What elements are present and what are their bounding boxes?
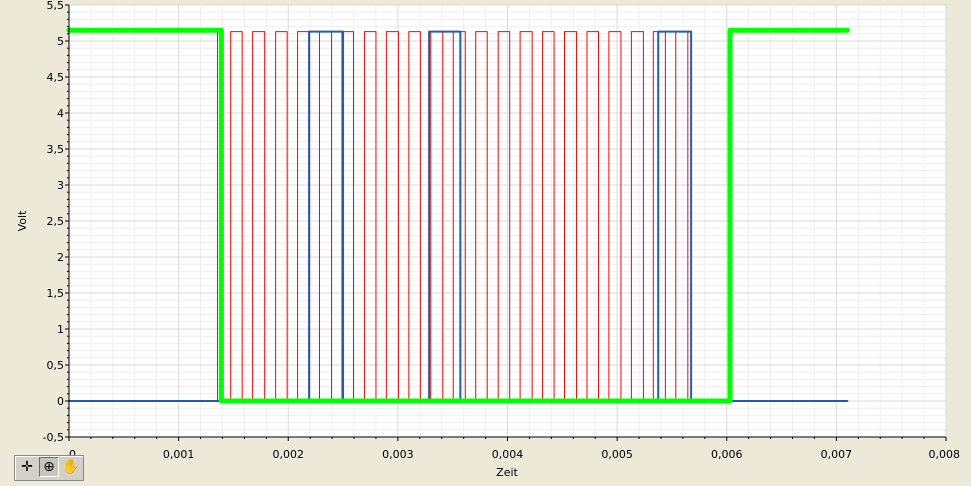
x-tick-label: 0,008 xyxy=(929,448,961,461)
y-tick-label: 3 xyxy=(57,179,64,192)
x-axis: 0 0,001 0,002 0,003 0,004 0,005 0,006 0,007 0,00… xyxy=(68,436,961,461)
y-tick-label: 4,5 xyxy=(47,71,65,84)
x-tick-label: 0,004 xyxy=(492,448,524,461)
x-axis-label: Zeit xyxy=(496,466,518,479)
y-tick-label: 2,5 xyxy=(47,215,65,228)
series-line-2 xyxy=(68,30,849,402)
y-tick-label: 5,5 xyxy=(47,0,65,12)
y-tick-label: 1,5 xyxy=(47,287,65,300)
y-tick-label: -0,5 xyxy=(43,431,64,444)
y-axis-label: Volt xyxy=(16,210,29,231)
x-tick-label: 0,003 xyxy=(382,448,414,461)
x-tick-label: 0,006 xyxy=(711,448,743,461)
y-tick-label: 5 xyxy=(57,35,64,48)
graph-palette: ✛ ⊕ ✋ xyxy=(14,455,84,481)
x-tick-label: 0,002 xyxy=(273,448,305,461)
pan-tool-button[interactable]: ✋ xyxy=(61,457,81,477)
x-tick-label: 0,001 xyxy=(163,448,195,461)
zoom-tool-button[interactable]: ⊕ xyxy=(39,457,59,477)
x-tick-label: 0,007 xyxy=(821,448,853,461)
crosshair-icon: ✛ xyxy=(21,459,33,475)
hand-icon: ✋ xyxy=(62,459,80,475)
y-tick-label: 1 xyxy=(57,323,64,336)
y-tick-label: 0 xyxy=(57,395,64,408)
y-tick-label: 0,5 xyxy=(47,359,65,372)
series-line-3 xyxy=(66,27,850,404)
x-tick-label: 0 xyxy=(69,448,76,461)
y-tick-label: 2 xyxy=(57,251,64,264)
y-tick-label: 4 xyxy=(57,107,64,120)
series-layer xyxy=(66,27,850,404)
x-tick-label: 0,005 xyxy=(601,448,633,461)
zoom-icon: ⊕ xyxy=(43,459,55,475)
y-tick-label: 3,5 xyxy=(47,143,65,156)
cursor-tool-button[interactable]: ✛ xyxy=(17,457,37,477)
y-axis: -0,5 0 0,5 1 1,5 2 2,5 3 3,5 4 4,5 5 5,5 xyxy=(43,0,70,444)
